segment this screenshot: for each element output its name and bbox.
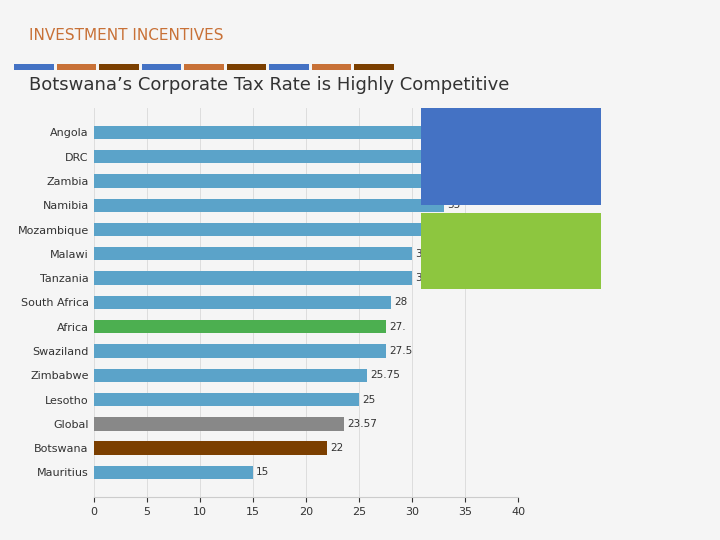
Text: Manufacturing: 15%: Manufacturing: 15% (425, 243, 523, 253)
Text: Botswana’s Corporate Tax Rate is Highly Competitive: Botswana’s Corporate Tax Rate is Highly … (29, 76, 509, 93)
Bar (94, 417, 344, 430)
Bar (94, 320, 386, 333)
Bar (94, 369, 367, 382)
Text: 27.: 27. (389, 322, 405, 332)
Text: 22: 22 (330, 443, 343, 453)
Text: 28: 28 (394, 298, 408, 307)
Bar (94, 296, 391, 309)
Text: African Average:: African Average: (425, 140, 505, 151)
Text: 15: 15 (256, 468, 269, 477)
Text: INVESTMENT INCENTIVES: INVESTMENT INCENTIVES (29, 28, 223, 43)
Text: 25: 25 (362, 395, 376, 404)
Text: 30: 30 (415, 249, 428, 259)
Text: 22%: 22% (575, 124, 598, 134)
Text: Botswana general:: Botswana general: (425, 124, 528, 134)
Bar (94, 272, 412, 285)
Text: 27.85%: 27.85% (425, 157, 469, 167)
Bar (94, 150, 465, 163)
Bar (94, 199, 444, 212)
Bar (94, 223, 433, 236)
Text: IFSC: 15%: IFSC: 15% (425, 227, 480, 237)
Text: 25.75: 25.75 (370, 370, 400, 380)
Text: 30: 30 (415, 273, 428, 283)
Bar (94, 174, 465, 187)
Text: 27.5: 27.5 (389, 346, 412, 356)
Text: 35: 35 (469, 176, 482, 186)
Bar (94, 466, 253, 479)
Text: 23.57: 23.57 (347, 419, 377, 429)
Text: 35: 35 (469, 152, 482, 161)
Bar (94, 126, 465, 139)
Bar (94, 442, 327, 455)
Text: 35: 35 (469, 127, 482, 137)
Text: 33: 33 (447, 200, 461, 210)
Text: 32: 32 (436, 225, 450, 234)
Text: Botswana Innovation Hub:: Botswana Innovation Hub: (425, 259, 554, 269)
Bar (94, 345, 386, 357)
Text: Global Average:: Global Average: (425, 173, 502, 183)
Bar (94, 393, 359, 406)
Bar (94, 247, 412, 260)
